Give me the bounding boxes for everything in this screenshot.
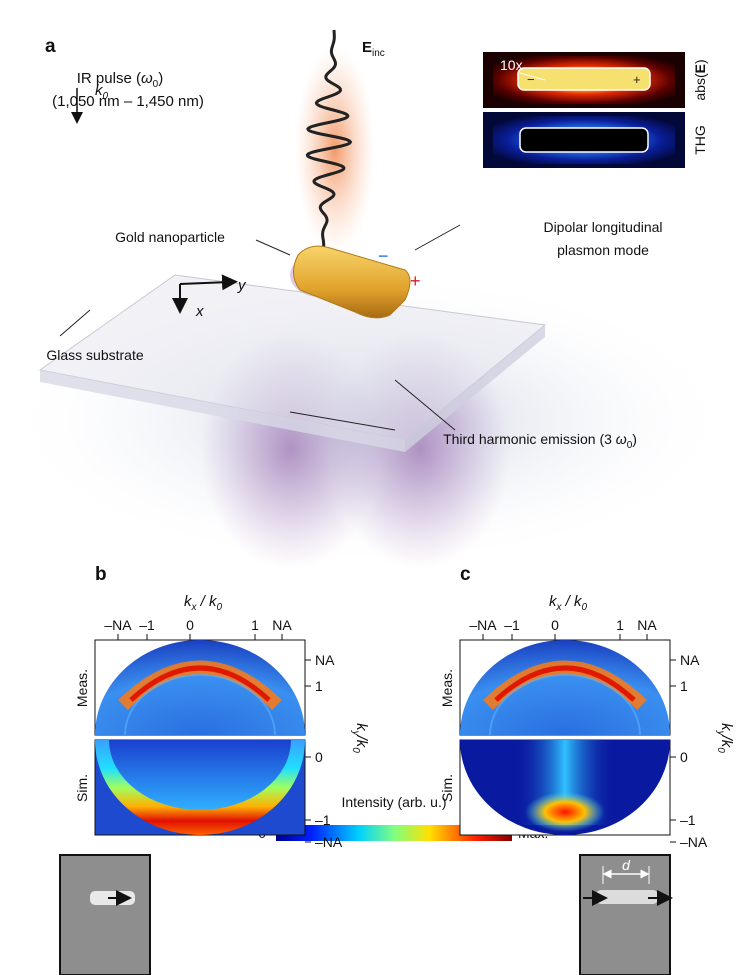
x-tick-label: 1: [616, 617, 624, 633]
wavelength-range: (1,050 nm – 1,450 nm): [52, 93, 204, 110]
gap-label: d: [622, 857, 631, 873]
x-tick-label: NA: [272, 617, 292, 633]
panel-label: c: [460, 564, 471, 585]
y-tick-label: NA: [680, 652, 700, 668]
row-label: Meas.: [439, 669, 455, 707]
symbol: /: [196, 593, 209, 610]
text-part: 0: [103, 91, 109, 102]
body: a IR pulse (ω0) (1,050 nm – 1,450 nm) k0…: [0, 0, 750, 975]
y-tick-label: –NA: [680, 834, 708, 850]
y-tick-label: –1: [315, 812, 331, 828]
enhancement-label: 10x: [500, 57, 523, 73]
text-part: ): [632, 431, 637, 447]
charge-minus: −: [378, 246, 389, 266]
x-tick-label: –1: [139, 617, 155, 633]
x-tick-label: NA: [637, 617, 657, 633]
x-tick-label: –NA: [469, 617, 497, 633]
row-label: Meas.: [74, 669, 90, 707]
x-tick-label: 0: [551, 617, 559, 633]
abs-e-rod: [518, 68, 650, 90]
y-tick-label: 0: [315, 749, 323, 765]
text-part: ): [158, 70, 163, 87]
page: Figure {"panel_a": { "label": "a", "ir_p…: [0, 0, 750, 975]
thg-rod: [520, 128, 648, 152]
text-part: E: [692, 64, 708, 73]
particle-label: Gold nanoparticle: [115, 229, 225, 245]
x-tick-label: –1: [504, 617, 520, 633]
x-tick-label: 1: [251, 617, 259, 633]
x-tick-label: 0: [186, 617, 194, 633]
abs-e-label: abs(E): [692, 59, 708, 100]
symbol: /: [561, 593, 574, 610]
text-part: Third harmonic emission (3: [443, 431, 616, 447]
inset-plus: +: [633, 72, 641, 87]
subscript: 0: [350, 747, 361, 753]
x-tick-label: –NA: [104, 617, 132, 633]
pulse-glow: [295, 45, 375, 255]
text-part: ω: [141, 70, 153, 87]
text-part: abs(: [692, 73, 708, 101]
colorbar-title: Intensity (arb. u.): [341, 794, 446, 810]
mode-line: plasmon mode: [557, 242, 649, 258]
panel-label: b: [95, 564, 107, 585]
substrate-label: Glass substrate: [46, 347, 143, 363]
sim-spot: [525, 792, 605, 832]
axis-x: x: [195, 303, 204, 320]
text-part: IR pulse (: [77, 70, 141, 87]
y-tick-label: 0: [680, 749, 688, 765]
subscript: 0: [216, 602, 222, 613]
text-part: inc: [372, 48, 385, 59]
axis-label: ky/k0: [350, 723, 370, 753]
sem-image: [580, 855, 670, 975]
figure: a IR pulse (ω0) (1,050 nm – 1,450 nm) k0…: [0, 0, 750, 975]
charge-plus: +: [410, 271, 421, 291]
y-tick-label: –NA: [315, 834, 343, 850]
thg-label: THG: [692, 125, 708, 155]
text-part: E: [362, 39, 372, 56]
y-tick-label: –1: [680, 812, 696, 828]
inset-minus: −: [527, 72, 535, 87]
y-tick-label: 1: [680, 678, 688, 694]
y-tick-label: NA: [315, 652, 335, 668]
axis-label: kx / k0: [549, 593, 588, 613]
sem-image: [60, 855, 150, 975]
text-part: ): [692, 59, 708, 64]
subscript: 0: [715, 747, 726, 753]
row-label: Sim.: [74, 774, 90, 802]
subscript: 0: [581, 602, 587, 613]
axis-label: ky/k0: [715, 723, 735, 753]
row-label: Sim.: [439, 774, 455, 802]
panel-label: a: [45, 36, 56, 57]
axis-label: kx / k0: [184, 593, 223, 613]
text-part: ω: [616, 431, 627, 447]
mode-line: Dipolar longitudinal: [543, 219, 662, 235]
y-tick-label: 1: [315, 678, 323, 694]
